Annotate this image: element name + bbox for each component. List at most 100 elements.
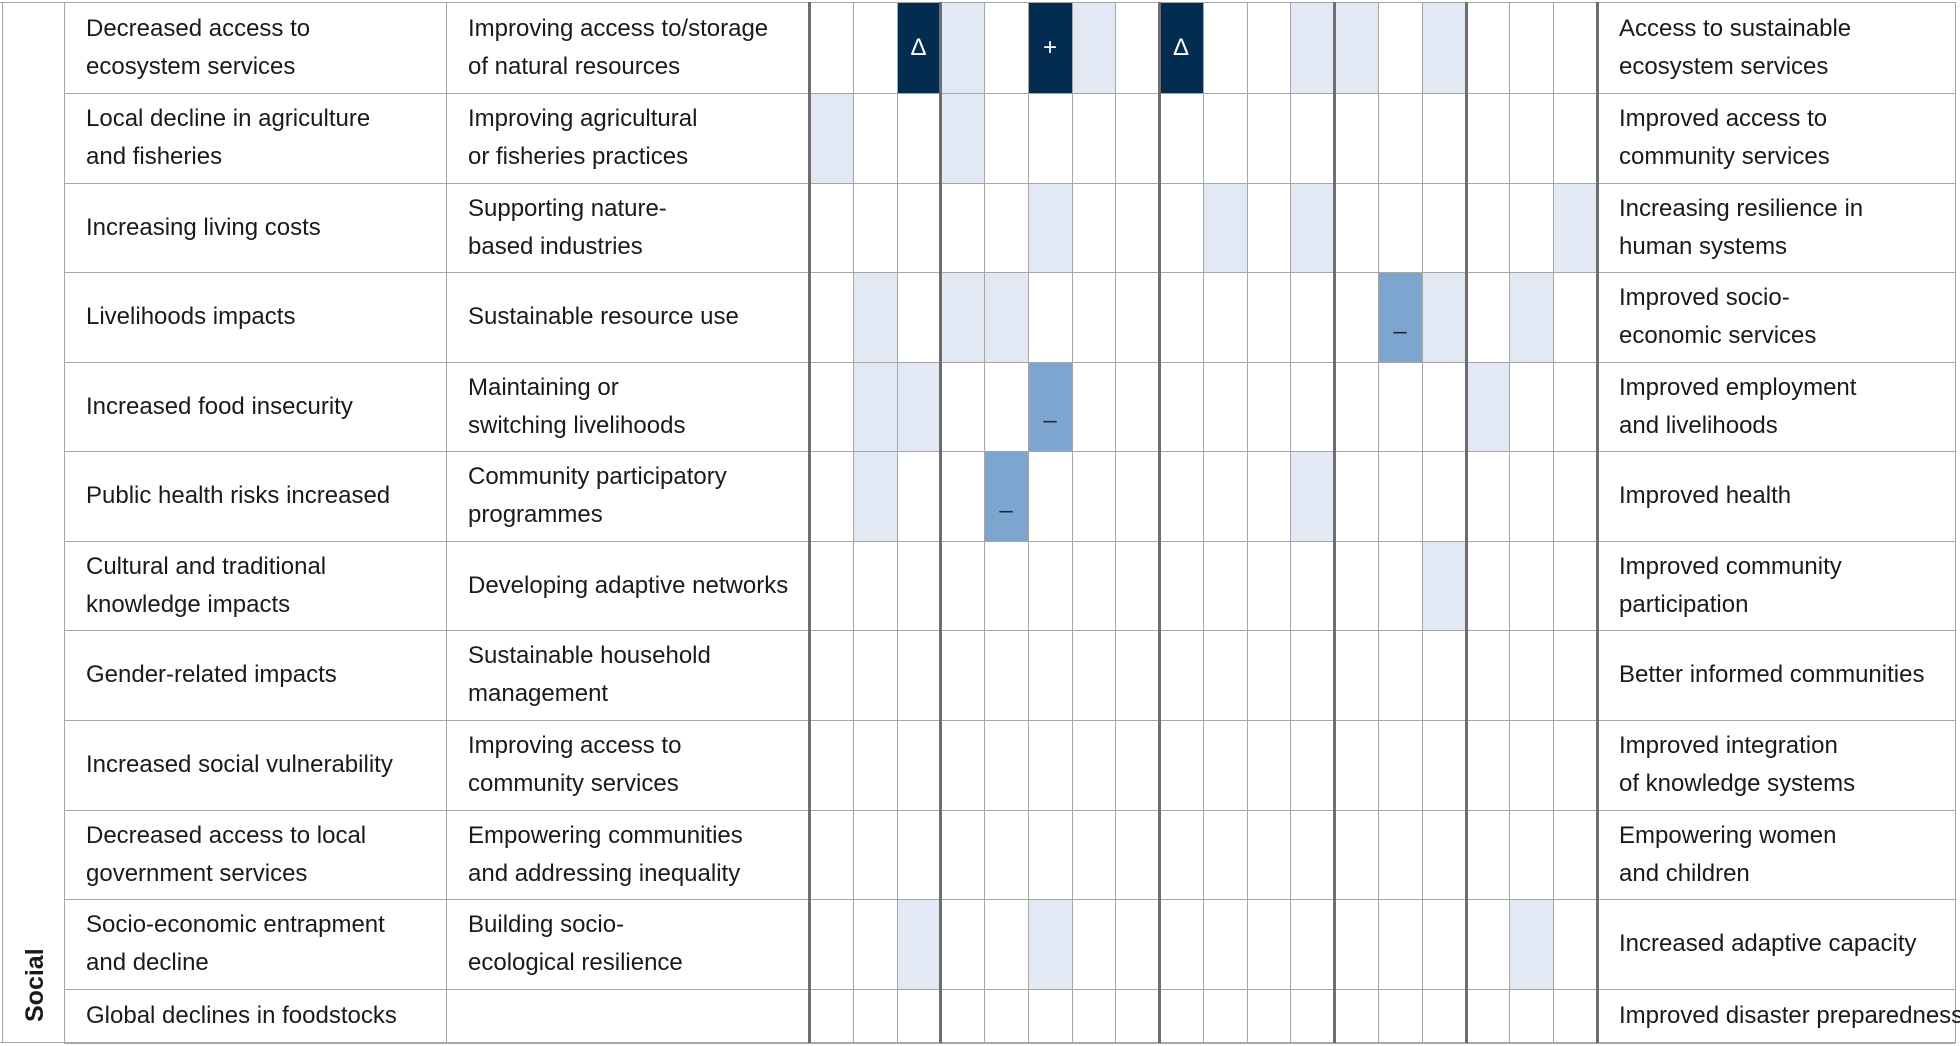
interaction-cell — [1509, 899, 1553, 989]
interaction-cell — [1553, 183, 1597, 272]
interaction-cell — [940, 93, 984, 183]
risk-cell-line: Livelihoods impacts — [86, 303, 296, 330]
response-cell: Empowering communities and addressing ine… — [468, 817, 743, 893]
risk-cell-line: Decreased access to — [86, 15, 311, 42]
response-cell-line: Sustainable resource use — [468, 303, 739, 330]
outcome-cell-line: Improved health — [1619, 482, 1792, 509]
interaction-cell — [1028, 183, 1072, 272]
risk-cell: Decreased access to ecosystem services — [86, 10, 310, 86]
column-divider — [2, 2, 3, 1043]
outcome-cell: Improved employment and livelihoods — [1619, 369, 1856, 445]
risk-cell: Increased social vulnerability — [86, 746, 393, 784]
interaction-cell — [1422, 541, 1466, 630]
response-cell-line: Improving agricultural — [468, 105, 698, 132]
response-cell-line: Maintaining or — [468, 373, 619, 401]
interaction-cell — [1072, 3, 1115, 93]
response-cell-line: programmes — [468, 501, 603, 528]
interaction-cell — [1422, 272, 1466, 362]
response-cell-line: Community participatory — [468, 463, 727, 490]
interaction-cell — [1290, 451, 1334, 541]
risk-cell-line: Global declines in foodstocks — [86, 1002, 397, 1029]
interaction-cell — [809, 93, 853, 183]
row-divider — [64, 720, 1955, 721]
interaction-cell — [897, 362, 940, 451]
interaction-cell — [1028, 899, 1072, 989]
row-divider — [64, 810, 1955, 811]
risk-cell-line: Local decline in agriculture — [86, 105, 371, 132]
risk-cell: Increased food insecurity — [86, 388, 353, 426]
response-cell-line: and addressing inequality — [468, 859, 741, 887]
response-cell-line: Improving access to — [468, 732, 682, 759]
response-cell-line: Sustainable household — [468, 642, 711, 669]
interaction-cell — [940, 3, 984, 93]
interaction-cell-symbol: + — [1028, 3, 1072, 93]
column-divider — [1028, 2, 1029, 1043]
response-cell-line: based industries — [468, 232, 643, 260]
column-divider — [984, 2, 985, 1043]
interaction-cell — [1509, 272, 1553, 362]
interaction-cell-symbol: Δ — [1159, 3, 1203, 93]
row-divider — [64, 451, 1955, 452]
column-divider — [1158, 2, 1161, 1043]
row-divider — [64, 899, 1955, 900]
outcome-cell: Improved community participation — [1619, 548, 1842, 624]
outcome-cell-line: human systems — [1619, 232, 1788, 260]
column-divider — [1955, 2, 1956, 1043]
outcome-cell-line: Better informed communities — [1619, 661, 1925, 688]
column-divider — [1509, 2, 1510, 1043]
outcome-cell-line: and livelihoods — [1619, 411, 1778, 439]
outcome-cell: Improved socio-economic services — [1619, 279, 1816, 355]
risk-cell-line: Cultural and traditional — [86, 552, 327, 580]
column-divider — [808, 2, 811, 1043]
response-cell-line: ecological resilience — [468, 949, 683, 976]
interaction-cell — [1290, 3, 1334, 93]
interaction-cell — [853, 362, 897, 451]
outcome-cell-line: Empowering women — [1619, 821, 1837, 849]
outcome-cell: Improved access to community services — [1619, 100, 1830, 176]
column-divider — [1596, 2, 1599, 1043]
outcome-cell-line: Improved community — [1619, 552, 1842, 580]
response-cell-line: Developing adaptive networks — [468, 571, 789, 599]
column-divider — [1422, 2, 1423, 1043]
column-divider — [1115, 2, 1116, 1043]
risk-cell: Increasing living costs — [86, 209, 321, 247]
row-divider — [64, 1043, 1955, 1044]
interaction-cell — [1466, 362, 1509, 451]
outcome-cell-line: Improved employment — [1619, 373, 1857, 401]
risk-cell-line: government services — [86, 859, 308, 887]
outcome-cell: Access to sustainable ecosystem services — [1619, 10, 1851, 86]
row-divider — [64, 630, 1955, 631]
row-divider — [64, 93, 1955, 94]
column-divider — [1072, 2, 1073, 1043]
row-divider — [64, 989, 1955, 990]
interaction-cell — [1290, 183, 1334, 272]
column-divider — [1378, 2, 1379, 1043]
outcome-cell-line: Increased adaptive capacity — [1619, 930, 1917, 957]
response-cell-line: Building socio- — [468, 911, 625, 938]
interaction-cell-symbol: – — [1028, 362, 1072, 451]
interaction-cell — [1203, 183, 1247, 272]
interaction-cell-symbol: – — [984, 451, 1028, 541]
column-divider — [1553, 2, 1554, 1043]
response-cell-line: community services — [468, 770, 679, 797]
risk-cell: Livelihoods impacts — [86, 298, 295, 336]
column-divider — [1203, 2, 1204, 1043]
risk-cell: Local decline in agriculture and fisherie… — [86, 100, 370, 176]
risk-cell-line: and fisheries — [86, 143, 223, 170]
risk-cell-line: Socio-economic entrapment — [86, 911, 385, 938]
interaction-cell — [853, 272, 897, 362]
outcome-cell: Better informed communities — [1619, 656, 1924, 694]
outcome-cell-line: Improved socio- — [1619, 284, 1790, 311]
risk-cell-line: Increasing living costs — [86, 213, 321, 241]
column-divider — [1333, 2, 1336, 1043]
row-divider — [64, 183, 1955, 184]
outcome-cell-line: Improved access to — [1619, 105, 1828, 132]
table-bottom-border — [0, 1042, 1955, 1043]
outcome-cell-line: economic services — [1619, 322, 1817, 349]
risk-cell: Gender-related impacts — [86, 656, 337, 694]
risk-cell: Cultural and traditional knowledge impact… — [86, 548, 326, 624]
response-cell-line: or fisheries practices — [468, 143, 689, 170]
column-divider — [1290, 2, 1291, 1043]
row-divider — [64, 541, 1955, 542]
risk-cell-line: and decline — [86, 949, 209, 976]
